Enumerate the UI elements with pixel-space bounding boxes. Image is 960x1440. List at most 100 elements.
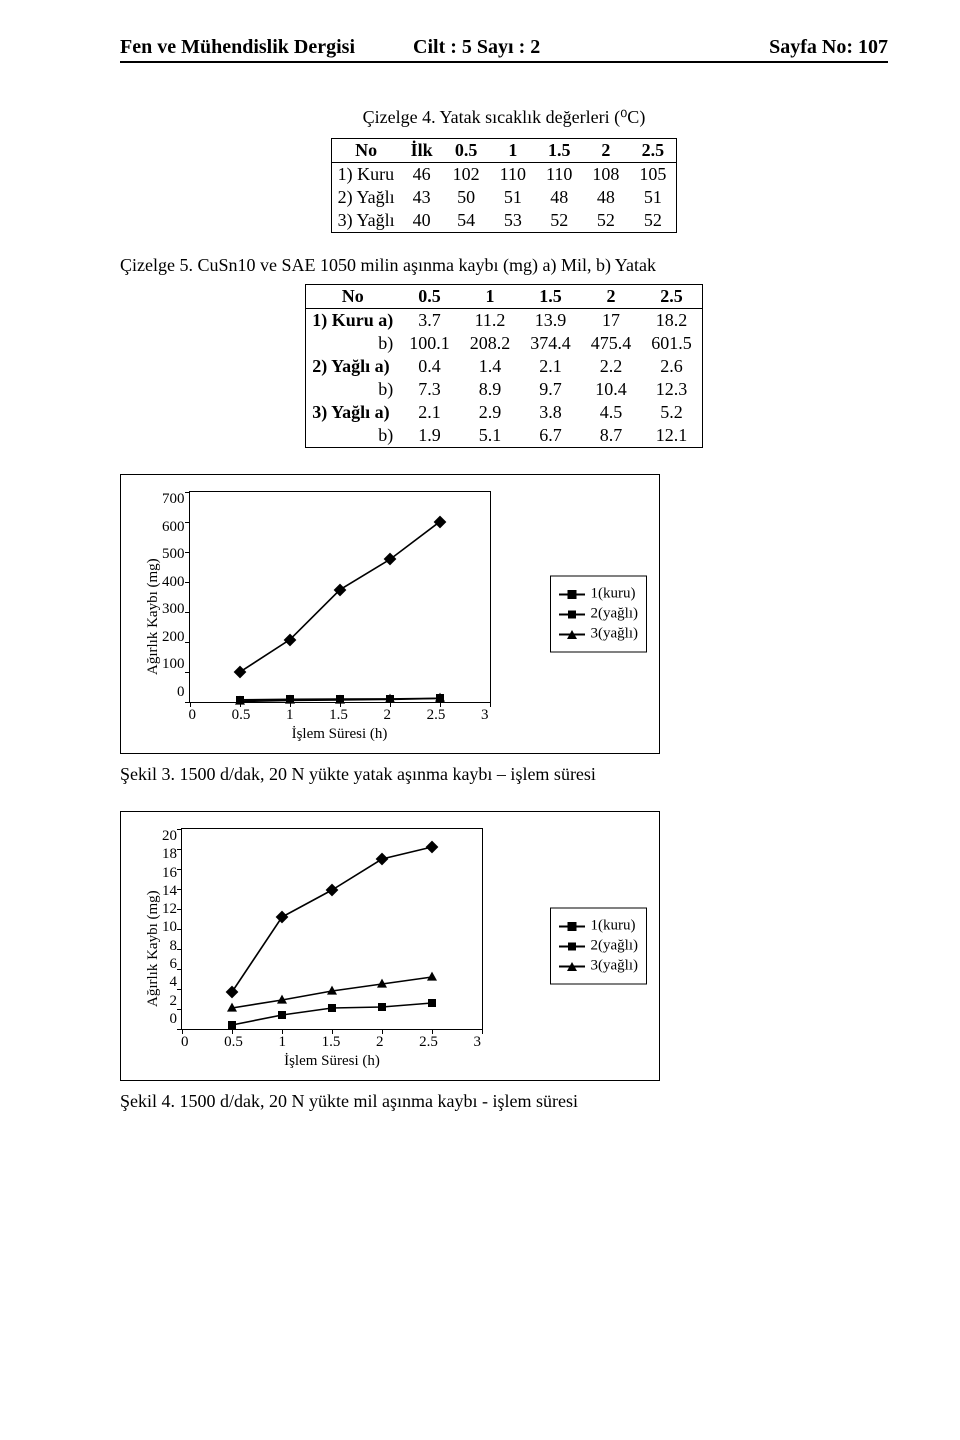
series-marker xyxy=(328,1004,336,1012)
table-cell: b) xyxy=(306,378,400,401)
ytick-label: 500 xyxy=(162,546,185,563)
ytick-label: 600 xyxy=(162,519,185,536)
legend-label: 3(yağlı) xyxy=(591,626,638,643)
table-cell: 2.1 xyxy=(520,355,581,378)
ytick-label: 200 xyxy=(162,629,185,646)
table-cell: 48 xyxy=(536,186,582,209)
chart1-caption: Şekil 3. 1500 d/dak, 20 N yükte yatak aş… xyxy=(120,764,888,785)
ytick-label: 2 xyxy=(170,993,178,1010)
ytick-label: 6 xyxy=(170,956,178,973)
col-header: 1.5 xyxy=(520,285,581,309)
table-cell: 50 xyxy=(443,186,490,209)
head-journal: Fen ve Mühendislik Dergisi xyxy=(120,36,355,59)
chart2-xticklabels: 00.511.522.53 xyxy=(181,1034,481,1051)
series-marker xyxy=(385,694,395,703)
table-cell: 208.2 xyxy=(460,332,521,355)
table-cell: 2.1 xyxy=(399,401,460,424)
table-cell: 3) Yağlı xyxy=(331,209,401,233)
table-cell: 5.1 xyxy=(460,424,521,448)
table-cell: 4.5 xyxy=(581,401,642,424)
series-marker xyxy=(378,1003,386,1011)
chart2-legend: 1(kuru)2(yağlı)3(yağlı) xyxy=(550,908,647,985)
table-cell: 3.8 xyxy=(520,401,581,424)
legend-item: 1(kuru) xyxy=(559,586,638,603)
xtick-label: 2.5 xyxy=(427,707,446,724)
col-header: No xyxy=(331,139,401,163)
chart2-yticklabels: 20181614121086420 xyxy=(162,828,181,1028)
table-cell: 17 xyxy=(581,309,642,333)
table-cell: b) xyxy=(306,332,400,355)
chart2-xlabel: İşlem Süresi (h) xyxy=(181,1053,483,1070)
col-header: 2.5 xyxy=(629,139,677,163)
legend-label: 2(yağlı) xyxy=(591,606,638,623)
table-cell: 1) Kuru xyxy=(331,163,401,187)
table-cell: 10.4 xyxy=(581,378,642,401)
chart1-xlabel: İşlem Süresi (h) xyxy=(189,726,491,743)
table-cell: 6.7 xyxy=(520,424,581,448)
table-cell: 52 xyxy=(536,209,582,233)
table-cell: 475.4 xyxy=(581,332,642,355)
table-cell: 8.7 xyxy=(581,424,642,448)
table-row: b)1.95.16.78.712.1 xyxy=(306,424,703,448)
chart2-ylabel: Ağırlık Kaybı (mg) xyxy=(141,828,162,1070)
xtick-label: 0.5 xyxy=(232,707,251,724)
table-cell: 601.5 xyxy=(641,332,702,355)
col-header: 0.5 xyxy=(399,285,460,309)
chart2-frame: Ağırlık Kaybı (mg) 20181614121086420 00.… xyxy=(120,811,660,1081)
chart2-plot xyxy=(181,828,483,1030)
col-header: 2.5 xyxy=(641,285,702,309)
table-cell: 46 xyxy=(401,163,443,187)
xtick-label: 2 xyxy=(384,707,392,724)
table-cell: 2.6 xyxy=(641,355,702,378)
xtick-label: 2.5 xyxy=(419,1034,438,1051)
col-header: 1 xyxy=(490,139,536,163)
table-cell: 2) Yağlı xyxy=(331,186,401,209)
table4: Noİlk0.511.522.51) Kuru46102110110108105… xyxy=(331,138,678,233)
chart1-ylabel: Ağırlık Kaybı (mg) xyxy=(141,491,162,743)
table-row: b)100.1208.2374.4475.4601.5 xyxy=(306,332,703,355)
xtick-label: 1 xyxy=(286,707,294,724)
table-cell: 0.4 xyxy=(399,355,460,378)
table-cell: 110 xyxy=(536,163,582,187)
table-cell: 2.9 xyxy=(460,401,521,424)
table-row: 1) Kuru46102110110108105 xyxy=(331,163,677,187)
chart2-caption: Şekil 4. 1500 d/dak, 20 N yükte mil aşın… xyxy=(120,1091,888,1112)
chart1-frame: Ağırlık Kaybı (mg) 700600500400300200100… xyxy=(120,474,660,754)
table-cell: 102 xyxy=(443,163,490,187)
table-cell: 7.3 xyxy=(399,378,460,401)
col-header: 2 xyxy=(582,139,629,163)
legend-item: 3(yağlı) xyxy=(559,626,638,643)
legend-label: 2(yağlı) xyxy=(591,938,638,955)
xtick-label: 0.5 xyxy=(224,1034,243,1051)
table-row: b)7.38.99.710.412.3 xyxy=(306,378,703,401)
table-cell: 9.7 xyxy=(520,378,581,401)
ytick-label: 8 xyxy=(170,938,178,955)
legend-item: 2(yağlı) xyxy=(559,938,638,955)
series-marker xyxy=(427,972,437,981)
page: Fen ve Mühendislik Dergisi Cilt : 5 Sayı… xyxy=(0,0,960,1440)
xtick-label: 1.5 xyxy=(329,707,348,724)
table-cell: 2.2 xyxy=(581,355,642,378)
table-cell: 51 xyxy=(629,186,677,209)
ytick-label: 12 xyxy=(162,901,177,918)
table-cell: 5.2 xyxy=(641,401,702,424)
table-cell: 100.1 xyxy=(399,332,460,355)
xtick-label: 3 xyxy=(481,707,489,724)
series-marker xyxy=(335,695,345,704)
col-header: İlk xyxy=(401,139,443,163)
ytick-label: 300 xyxy=(162,601,185,618)
xtick-label: 3 xyxy=(474,1034,482,1051)
ytick-label: 20 xyxy=(162,828,177,845)
series-line xyxy=(232,847,432,992)
ytick-label: 4 xyxy=(170,974,178,991)
table-row: 3) Yağlı405453525252 xyxy=(331,209,677,233)
table-row: 1) Kuru a)3.711.213.91718.2 xyxy=(306,309,703,333)
table-cell: 51 xyxy=(490,186,536,209)
xtick-label: 0 xyxy=(181,1034,189,1051)
ytick-label: 16 xyxy=(162,865,177,882)
table-cell: 43 xyxy=(401,186,443,209)
table-cell: 54 xyxy=(443,209,490,233)
table-cell: 13.9 xyxy=(520,309,581,333)
legend-item: 3(yağlı) xyxy=(559,958,638,975)
table-cell: 53 xyxy=(490,209,536,233)
